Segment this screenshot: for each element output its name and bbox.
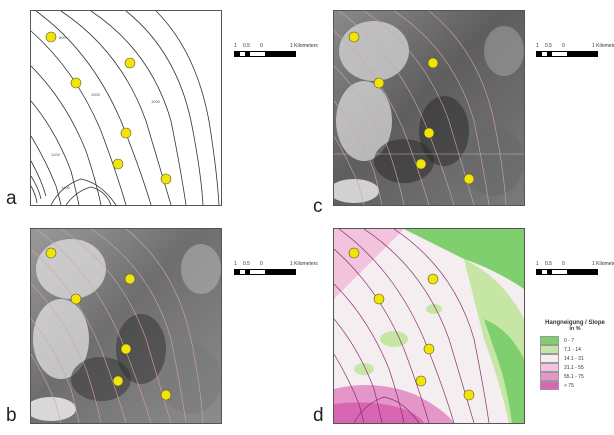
panel-label-c: c [313,196,323,217]
scale-bar-a: 1 0.5 0 1 Kilometers [234,43,318,67]
contour-lines [31,229,204,423]
legend-swatch [540,381,559,390]
slope-legend: Hangneigung / Slope in % 0 - 7 7.1 - 14 … [540,320,610,390]
hillshade-texture [334,21,524,203]
legend-item: 14.1 - 31 [540,354,610,363]
svg-text:1000: 1000 [91,92,101,97]
contour-labels: 800 1000 1200 1400 1000 [51,35,161,190]
scale-bar-b: 1 0.5 0 1 Kilometers [234,261,318,285]
scale-bar-d: 10.501 Kilometers [536,261,614,285]
svg-text:1400: 1400 [61,185,71,190]
map-panel-b [30,228,222,424]
legend-item: 0 - 7 [540,336,610,345]
sample-points [348,31,475,185]
map-panel-a: 800 1000 1200 1400 1000 [30,10,222,206]
svg-text:800: 800 [59,35,66,40]
legend-item: > 75 [540,381,610,390]
map-panel-c [333,10,525,206]
contour-lines [334,229,490,423]
slope-areas [334,229,524,423]
scale-bar-c: 10.501 Kilometers [536,43,614,67]
sample-points [45,31,172,185]
svg-text:1200: 1200 [51,152,61,157]
legend-item: 55.1 - 75 [540,372,610,381]
contour-lines [31,11,220,205]
panel-label-a: a [6,188,17,209]
legend-swatch [540,354,559,363]
panel-label-b: b [6,405,17,426]
legend-swatch [540,363,559,372]
legend-title: Hangneigung / Slope [545,320,605,326]
legend-unit: in % [569,326,581,332]
legend-item: 7.1 - 14 [540,345,610,354]
legend-swatch [540,336,559,345]
panel-label-d: d [313,405,324,426]
legend-item: 31.1 - 55 [540,363,610,372]
sample-points [348,247,475,401]
map-panel-d [333,228,525,424]
legend-swatch [540,372,559,381]
svg-text:1000: 1000 [151,99,161,104]
legend-swatch [540,345,559,354]
sample-points [45,247,172,401]
